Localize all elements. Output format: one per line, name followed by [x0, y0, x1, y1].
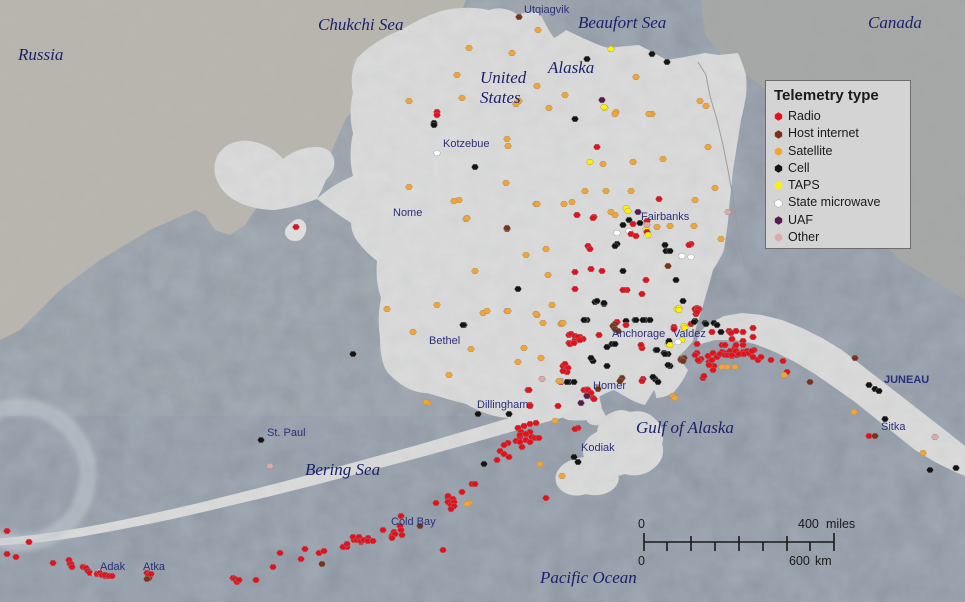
svg-text:600: 600: [789, 554, 810, 568]
svg-text:400: 400: [798, 517, 819, 531]
svg-text:0: 0: [638, 517, 645, 531]
svg-text:miles: miles: [826, 517, 855, 531]
svg-text:km: km: [815, 554, 832, 568]
svg-text:0: 0: [638, 554, 645, 568]
